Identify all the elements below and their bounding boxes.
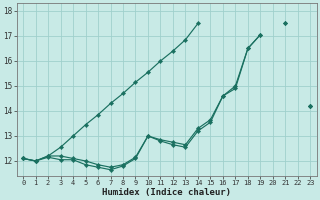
X-axis label: Humidex (Indice chaleur): Humidex (Indice chaleur) bbox=[102, 188, 231, 197]
